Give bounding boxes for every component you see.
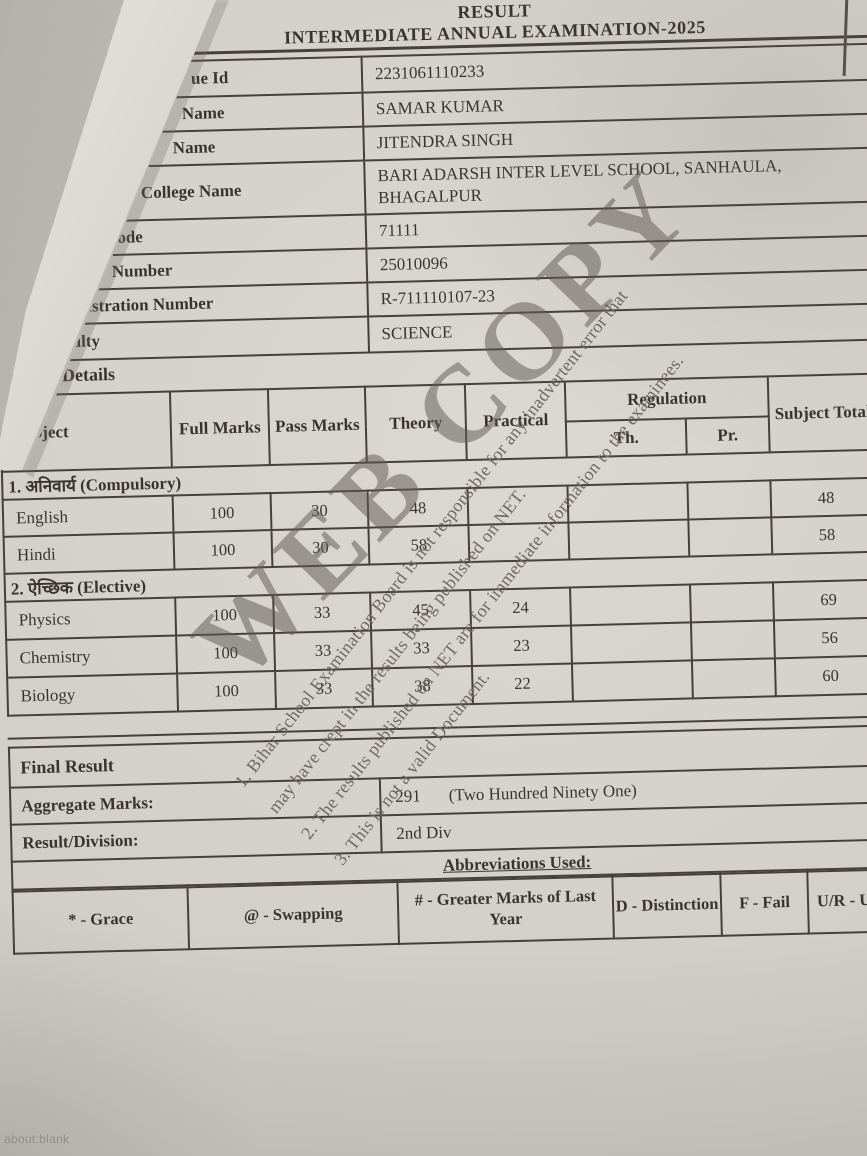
regulation-th-cell bbox=[570, 584, 691, 626]
regulation-pr-cell bbox=[690, 620, 775, 661]
subject-total-cell: 56 bbox=[773, 614, 867, 659]
regulation-th-cell bbox=[571, 660, 693, 702]
abbr-distinction: D - Distinction bbox=[612, 871, 722, 939]
subject-cell: Biology bbox=[7, 673, 179, 716]
regulation-th-cell bbox=[570, 622, 692, 664]
col-header-full-marks: Full Marks bbox=[169, 389, 270, 468]
abbr-under-regulation: U/R - Under Regulation bbox=[807, 864, 867, 934]
subject-total-cell: 48 bbox=[770, 474, 867, 518]
abbr-fail: F - Fail bbox=[720, 869, 809, 936]
subject-cell: English bbox=[2, 495, 174, 537]
regulation-pr-cell bbox=[689, 582, 774, 623]
subject-cell: Chemistry bbox=[6, 635, 178, 678]
subject-total-cell: 60 bbox=[774, 652, 867, 697]
aggregate-words: (Two Hundred Ninety One) bbox=[448, 780, 638, 805]
col-header-subject-total: Subject Total bbox=[767, 370, 867, 453]
regulation-pr-cell bbox=[687, 480, 772, 520]
browser-status-bar-text: about:blank bbox=[4, 1132, 70, 1146]
subject-total-cell: 58 bbox=[771, 511, 867, 555]
abbr-swapping: @ - Swapping bbox=[187, 879, 399, 950]
regulation-pr-cell bbox=[691, 658, 776, 699]
abbr-grace: * - Grace bbox=[12, 885, 190, 954]
subject-total-cell: 69 bbox=[772, 576, 867, 621]
subject-cell: Physics bbox=[5, 597, 177, 640]
subject-cell: Hindi bbox=[3, 532, 175, 574]
abbr-greater-marks: # - Greater Marks of Last Year bbox=[397, 874, 614, 944]
regulation-pr-cell bbox=[688, 517, 773, 557]
